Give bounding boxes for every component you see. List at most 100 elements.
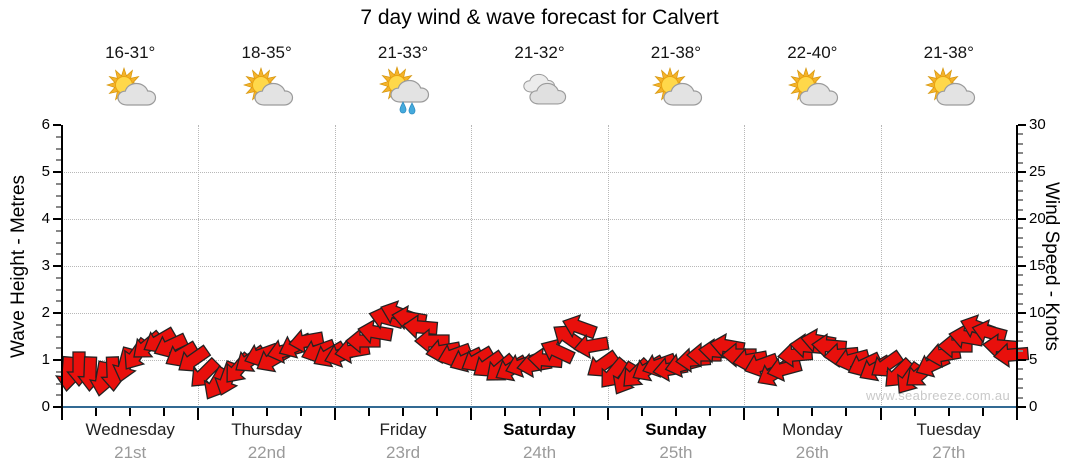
y-left-minor-tick	[56, 159, 61, 162]
x-axis-day-name: Wednesday	[85, 420, 175, 439]
cloud-shape	[528, 82, 566, 105]
y-left-tick-label: 6	[41, 116, 50, 133]
wave-height-series	[62, 405, 1017, 408]
y-right-tick-label: 15	[1029, 257, 1046, 274]
x-axis-day-tick	[197, 408, 200, 420]
y-right-minor-tick	[1018, 302, 1023, 305]
gridline-vertical	[880, 125, 882, 407]
x-axis-day-date: 23rd	[386, 443, 421, 462]
wind-arrow	[540, 337, 576, 365]
day-temp-range: 21-38°	[650, 43, 702, 62]
wind-arrow	[288, 328, 325, 355]
cloud-shape	[936, 82, 975, 106]
y-right-tick-label: 20	[1029, 210, 1046, 227]
x-axis-day-name: Monday	[782, 420, 843, 439]
x-axis-minor-tick	[265, 408, 268, 416]
y-left-minor-tick	[56, 335, 61, 338]
x-axis-day-date: 27th	[932, 443, 966, 462]
y-left-minor-tick	[56, 394, 61, 397]
x-axis-day-date: 25th	[659, 443, 693, 462]
x-axis-day-tick	[1016, 408, 1018, 420]
rain-drop	[399, 101, 407, 114]
y-right-major-tick	[1018, 312, 1026, 314]
y-left-major-tick	[53, 312, 61, 314]
y-left-major-tick	[53, 218, 61, 220]
y-right-minor-tick	[1018, 133, 1023, 136]
x-axis-day-tick	[61, 408, 63, 420]
y-left-tick-label: 4	[41, 210, 50, 227]
x-axis-day-tick	[470, 408, 473, 420]
wind-arrow	[744, 352, 781, 378]
y-right-minor-tick	[1018, 321, 1023, 324]
day-temp-range: 21-33°	[377, 43, 429, 62]
x-axis-day-name: Thursday	[231, 420, 303, 439]
x-axis-minor-tick	[402, 408, 405, 416]
weather-icon-sun-cloud	[651, 67, 703, 106]
y-right-minor-tick	[1018, 377, 1023, 380]
wind-arrow	[191, 356, 222, 387]
y-right-major-tick	[1018, 218, 1026, 220]
y-left-minor-tick	[56, 382, 61, 385]
y-right-tick-label: 25	[1029, 163, 1046, 180]
y-left-tick-label: 1	[41, 351, 50, 368]
wind-arrow	[572, 333, 610, 359]
y-right-major-tick	[1018, 265, 1026, 267]
x-axis-day-date: 22nd	[247, 443, 286, 462]
x-axis-minor-tick	[572, 408, 575, 416]
x-axis-day-tick	[333, 408, 336, 420]
y-right-minor-tick	[1018, 161, 1023, 164]
y-left-minor-tick	[56, 276, 61, 279]
weather-icon-sun-cloud	[788, 67, 839, 106]
y-left-major-tick	[53, 265, 61, 267]
x-axis-minor-tick	[231, 408, 234, 416]
x-axis-minor-tick	[913, 408, 916, 416]
x-axis-day-date: 21st	[114, 443, 147, 462]
wind-arrow	[356, 318, 394, 345]
gridline-vertical	[198, 125, 200, 407]
y-left-tick-label: 5	[41, 163, 50, 180]
x-axis-minor-tick	[981, 408, 984, 416]
y-left-minor-tick	[56, 288, 61, 291]
y-right-minor-tick	[1018, 236, 1023, 239]
cloud-shape	[254, 82, 293, 106]
y-right-minor-tick	[1018, 189, 1023, 192]
y-right-minor-tick	[1018, 142, 1023, 145]
x-axis-minor-tick	[845, 408, 848, 416]
gridline-horizontal	[62, 219, 1017, 220]
gridline-horizontal	[62, 266, 1017, 267]
gridline-horizontal	[62, 172, 1017, 173]
x-axis-minor-tick	[95, 408, 98, 416]
x-axis-day-name: Sunday	[645, 420, 707, 439]
y-left-tick-label: 2	[41, 304, 50, 321]
weather-icon-sun-cloud-rain	[379, 66, 430, 115]
y-axis-left	[61, 125, 63, 408]
weather-icon-sun-cloud	[924, 67, 975, 106]
y-right-minor-tick	[1018, 368, 1023, 371]
y-left-major-tick	[53, 171, 61, 173]
x-axis-minor-tick	[709, 408, 712, 416]
weather-icon-sun-cloud	[242, 67, 293, 106]
y-left-minor-tick	[56, 323, 61, 326]
x-axis-day-name: Saturday	[503, 420, 576, 439]
y-right-minor-tick	[1018, 396, 1023, 399]
x-axis-minor-tick	[811, 408, 814, 416]
gridline-vertical	[334, 125, 336, 407]
y-left-minor-tick	[56, 182, 61, 185]
x-axis-day-tick	[879, 408, 882, 420]
y-right-minor-tick	[1018, 152, 1023, 155]
gridline-vertical	[607, 125, 609, 407]
y-right-minor-tick	[1018, 227, 1023, 230]
day-temp-range: 21-38°	[923, 43, 974, 62]
y-axis-label-wind-speed: Wind Speed - Knots	[1041, 181, 1062, 351]
x-axis-day-tick	[606, 408, 609, 420]
y-right-minor-tick	[1018, 246, 1023, 249]
y-right-tick-label: 0	[1029, 398, 1038, 415]
gridline-vertical	[471, 125, 473, 407]
x-axis-day-name: Friday	[379, 420, 427, 439]
cloud-shape	[663, 82, 703, 106]
y-right-minor-tick	[1018, 180, 1023, 183]
x-axis-minor-tick	[436, 408, 439, 416]
y-right-minor-tick	[1018, 340, 1023, 343]
x-axis-day-date: 24th	[522, 443, 557, 462]
